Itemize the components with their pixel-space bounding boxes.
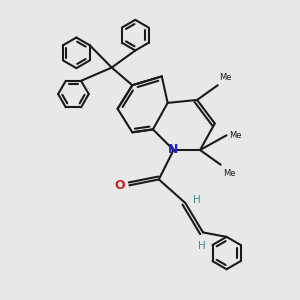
Text: O: O	[114, 179, 125, 192]
Text: N: N	[168, 143, 179, 157]
Text: H: H	[193, 195, 200, 205]
Text: Me: Me	[224, 169, 236, 178]
Text: H: H	[198, 241, 206, 251]
Text: Me: Me	[219, 73, 232, 82]
Text: Me: Me	[230, 131, 242, 140]
